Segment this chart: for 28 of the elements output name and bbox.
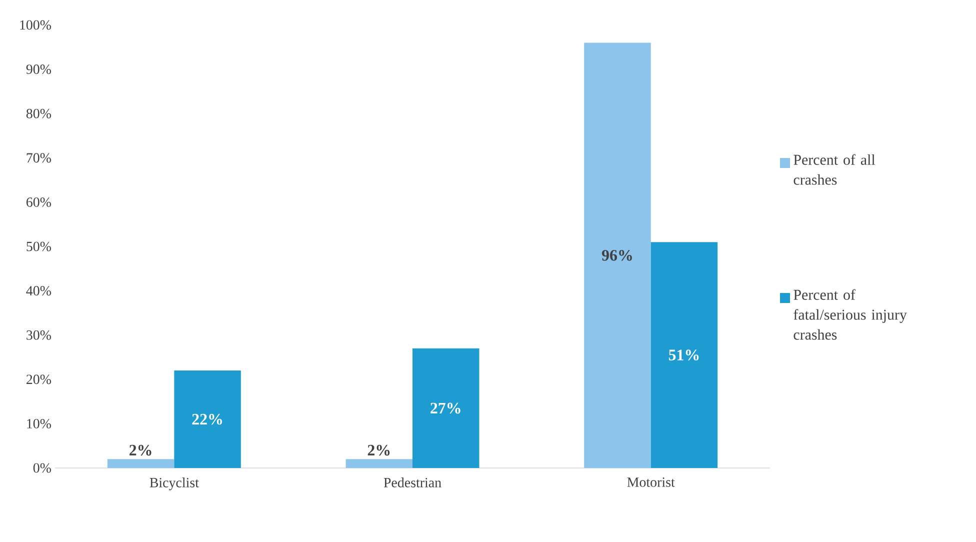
data-label: 51% (668, 350, 699, 360)
y-tick-label: 10% (27, 418, 51, 428)
data-label: 27% (430, 402, 460, 414)
bar (174, 370, 241, 468)
bar (346, 459, 413, 468)
legend-label: Percent of all crashes (794, 154, 876, 185)
y-tick-label: 40% (26, 286, 51, 296)
x-tick-label: Motorist (627, 478, 675, 487)
data-label: 2% (130, 444, 152, 456)
data-label: 96% (602, 250, 632, 261)
y-tick-label: 50% (26, 242, 51, 252)
y-tick-label: 100% (20, 20, 51, 30)
y-tick-label: 0% (33, 463, 51, 473)
bar (650, 242, 718, 468)
legend-label: Percent of fatal/serious injury crashes (794, 289, 907, 340)
data-label: 2% (368, 444, 390, 456)
bar (412, 348, 480, 468)
x-tick-label: Bicyclist (150, 478, 199, 490)
y-tick-label: 60% (26, 197, 51, 207)
bar (584, 42, 651, 468)
x-tick-label: Pedestrian (384, 478, 442, 488)
data-label: 22% (192, 414, 222, 425)
y-tick-label: 90% (26, 64, 51, 74)
bar (107, 459, 174, 468)
y-tick-label: 70% (26, 153, 51, 163)
y-tick-label: 20% (26, 374, 51, 384)
y-tick-label: 80% (26, 108, 51, 118)
y-tick-label: 30% (26, 330, 51, 340)
